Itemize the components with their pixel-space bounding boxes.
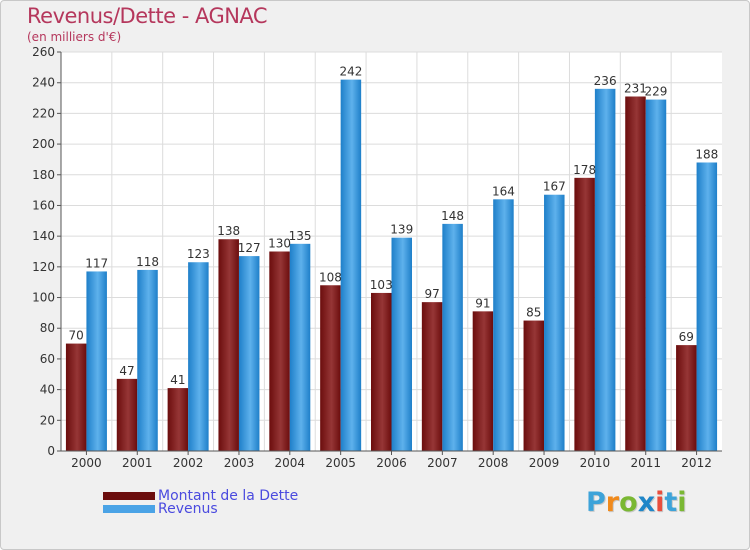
logo-letter: t (664, 487, 678, 518)
revenus-data-label: 167 (543, 180, 566, 194)
logo-letter: r (605, 487, 620, 518)
revenus-data-label: 118 (136, 255, 159, 269)
revenus-bar (188, 262, 209, 451)
logo-letter: i (655, 487, 665, 518)
dette-bar (269, 251, 290, 451)
x-tick-label: 2008 (478, 456, 509, 470)
x-tick-label: 2000 (71, 456, 102, 470)
logo-letter: o (619, 487, 638, 518)
dette-bar (65, 343, 87, 451)
y-tick-label: 40 (40, 383, 55, 397)
y-tick-label: 220 (32, 106, 55, 120)
logo-letter: i (677, 487, 687, 518)
x-tick-label: 2009 (529, 456, 560, 470)
revenus-data-label: 148 (441, 209, 464, 223)
dette-data-label: 91 (475, 296, 490, 310)
revenus-data-label: 188 (695, 147, 718, 161)
logo-letter: x (637, 487, 656, 518)
dette-data-label: 103 (370, 278, 393, 292)
revenus-bar (544, 194, 565, 451)
dette-bar (218, 239, 239, 451)
x-tick-label: 2011 (630, 456, 661, 470)
x-tick-label: 2012 (681, 456, 712, 470)
dette-data-label: 41 (170, 373, 185, 387)
dette-bar (320, 285, 341, 451)
legend-item-revenus: Revenus (103, 501, 218, 517)
dette-bar (472, 311, 494, 451)
x-tick-label: 2004 (275, 456, 306, 470)
dette-data-label: 85 (526, 306, 541, 320)
y-tick-label: 100 (32, 291, 55, 305)
y-tick-label: 0 (47, 444, 55, 458)
x-tick-label: 2007 (427, 456, 458, 470)
dette-data-label: 97 (424, 287, 439, 301)
legend-swatch-dette (103, 492, 155, 500)
y-tick-label: 80 (40, 321, 55, 335)
dette-bar (371, 292, 392, 451)
chart-subtitle: (en milliers d'€) (27, 30, 122, 44)
dette-data-label: 70 (69, 329, 84, 343)
y-tick-label: 260 (32, 45, 55, 59)
dette-data-label: 231 (624, 82, 647, 96)
dette-bar (116, 378, 138, 451)
revenus-bar (137, 269, 158, 451)
dette-bar (421, 302, 443, 451)
y-tick-label: 180 (32, 168, 55, 182)
x-tick-label: 2010 (580, 456, 611, 470)
revenus-data-label: 242 (339, 65, 362, 79)
y-tick-label: 60 (40, 352, 55, 366)
chart-title: Revenus/Dette - AGNAC (27, 4, 268, 28)
revenus-bar (289, 243, 311, 451)
revenus-data-label: 117 (85, 256, 108, 270)
revenus-data-label: 123 (187, 247, 210, 261)
dette-bar (625, 96, 646, 451)
legend-swatch-revenus (103, 505, 155, 513)
x-tick-label: 2002 (173, 456, 204, 470)
revenus-data-label: 127 (238, 241, 261, 255)
dette-bar (574, 177, 595, 452)
revenus-bar (442, 223, 463, 451)
dette-data-label: 178 (573, 163, 596, 177)
y-tick-label: 20 (40, 413, 55, 427)
revenus-data-label: 135 (289, 229, 312, 243)
x-tick-label: 2001 (122, 456, 153, 470)
revenus-data-label: 139 (390, 223, 413, 237)
y-tick-label: 160 (32, 198, 55, 212)
revenus-bar (594, 88, 616, 451)
legend-label-revenus: Revenus (158, 501, 218, 517)
logo-letter: P (586, 487, 606, 518)
y-tick-label: 200 (32, 137, 55, 151)
legend-item-dette: Montant de la Dette (103, 488, 298, 504)
dette-bar (523, 320, 545, 451)
revenus-bar (391, 237, 412, 451)
dette-data-label: 108 (319, 270, 342, 284)
revenus-bar (696, 162, 718, 451)
x-tick-label: 2005 (325, 456, 356, 470)
dette-bar (167, 388, 189, 451)
y-tick-label: 240 (32, 76, 55, 90)
x-tick-label: 2003 (224, 456, 255, 470)
y-tick-label: 140 (32, 229, 55, 243)
revenus-bar (86, 271, 107, 451)
dette-bar (676, 345, 697, 451)
revenus-bar (340, 79, 362, 451)
x-tick-label: 2006 (376, 456, 407, 470)
revenus-data-label: 164 (492, 184, 515, 198)
revenus-bar (238, 256, 260, 451)
revenus-data-label: 229 (645, 85, 668, 99)
proxiti-logo: Proxiti (586, 487, 687, 518)
revenus-bar (645, 99, 667, 452)
y-tick-label: 120 (32, 260, 55, 274)
dette-data-label: 130 (268, 237, 291, 251)
dette-data-label: 69 (679, 330, 694, 344)
revenus-bar (493, 199, 514, 451)
dette-data-label: 138 (217, 224, 240, 238)
dette-data-label: 47 (119, 364, 134, 378)
revenus-data-label: 236 (594, 74, 617, 88)
legend-label-dette: Montant de la Dette (158, 488, 299, 504)
